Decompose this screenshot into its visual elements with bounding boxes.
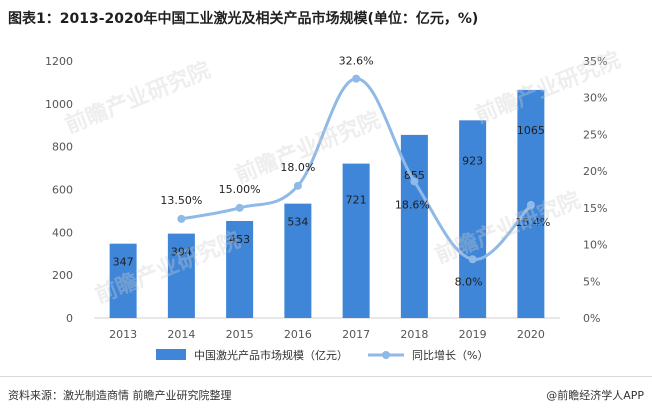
bar-value-label: 534	[287, 216, 308, 229]
line-value-label: 32.6%	[339, 55, 374, 68]
y-left-tick-label: 200	[52, 269, 73, 282]
legend-label-bar: 中国激光产品市场规模（亿元）	[194, 348, 348, 362]
y-left-tick-label: 1000	[45, 98, 73, 111]
credit: @前瞻经济学人APP	[546, 389, 644, 402]
bar-value-label: 721	[346, 194, 367, 207]
y-right-tick-label: 20%	[583, 165, 607, 178]
bar-value-label: 394	[171, 246, 192, 259]
bar-value-label: 347	[113, 256, 134, 269]
x-tick-label: 2019	[459, 328, 487, 341]
line-value-label: 18.6%	[395, 198, 430, 211]
growth-point	[177, 214, 186, 223]
x-tick-label: 2013	[109, 328, 137, 341]
growth-point	[352, 74, 361, 83]
bar	[342, 163, 370, 318]
line-value-label: 8.0%	[455, 275, 483, 288]
legend-label-line: 同比增长（%）	[412, 348, 488, 362]
combo-chart: 0 200 400 600 800 1000 1200 0% 5% 10% 15% 20% 25% 30%…	[45, 55, 607, 362]
x-tick-label: 2017	[342, 328, 370, 341]
growth-point	[468, 255, 477, 264]
y-right-tick-label: 5%	[583, 275, 600, 288]
x-tick-label: 2014	[167, 328, 195, 341]
growth-point	[293, 181, 302, 190]
y-right-tick-label: 35%	[583, 55, 607, 68]
y-right-tick-label: 30%	[583, 92, 607, 105]
source-note: 资料来源：激光制造商情 前瞻产业研究院整理	[8, 389, 232, 402]
bar-value-label: 453	[229, 233, 250, 246]
y-left-tick-label: 0	[66, 312, 73, 325]
bar	[226, 220, 254, 318]
bar-value-label: 923	[462, 154, 483, 167]
footer: 资料来源：激光制造商情 前瞻产业研究院整理 @前瞻经济学人APP	[0, 376, 652, 413]
bar-value-label: 1065	[517, 124, 545, 137]
x-tick-label: 2020	[517, 328, 545, 341]
growth-point	[410, 177, 419, 186]
line-value-label: 15.4%	[515, 216, 550, 229]
bar	[167, 233, 195, 318]
chart-title: 图表1：2013-2020年中国工业激光及相关产品市场规模(单位：亿元，%)	[8, 11, 479, 27]
y-right-tick-label: 0%	[583, 312, 600, 325]
y-right-tick-label: 10%	[583, 239, 607, 252]
y-right-tick-label: 15%	[583, 202, 607, 215]
x-tick-label: 2018	[400, 328, 428, 341]
y-left-tick-label: 800	[52, 141, 73, 154]
legend-swatch-point	[382, 351, 390, 359]
legend-swatch-bar	[156, 349, 186, 360]
y-left-tick-label: 400	[52, 226, 73, 239]
y-left-tick-label: 1200	[45, 55, 73, 68]
y-left-tick-label: 600	[52, 184, 73, 197]
growth-point	[526, 200, 535, 209]
line-value-label: 18.0%	[280, 161, 315, 174]
x-tick-label: 2016	[284, 328, 312, 341]
x-tick-label: 2015	[226, 328, 254, 341]
y-right-tick-label: 25%	[583, 128, 607, 141]
bar	[109, 243, 137, 318]
growth-point	[235, 203, 244, 212]
bar	[459, 120, 487, 319]
bar	[284, 203, 312, 318]
line-value-label: 15.00%	[219, 183, 261, 196]
line-value-label: 13.50%	[160, 194, 202, 207]
